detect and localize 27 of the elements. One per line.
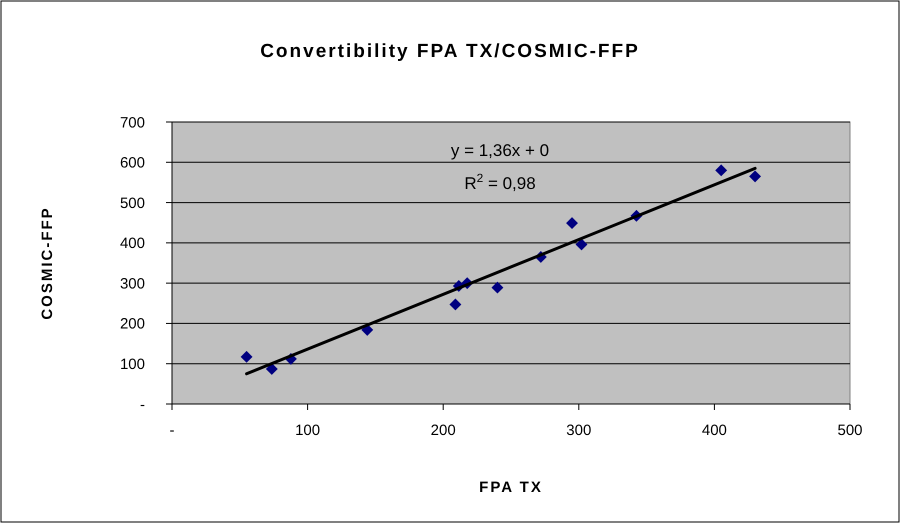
x-tick-label: - bbox=[170, 422, 174, 439]
y-tick-label: 100 bbox=[120, 356, 145, 373]
y-tick-label: - bbox=[140, 396, 145, 414]
point bbox=[449, 298, 462, 310]
y-tick-label: 300 bbox=[120, 275, 145, 292]
point bbox=[566, 217, 578, 230]
y-tick-label: 500 bbox=[120, 194, 145, 212]
y-axis-title: COSMIC-FFP bbox=[39, 206, 56, 320]
point bbox=[749, 170, 762, 182]
x-axis-title: FPA TX bbox=[479, 479, 543, 496]
y-tick-label: 400 bbox=[120, 235, 145, 252]
point bbox=[266, 363, 278, 375]
x-tick-label: 100 bbox=[295, 422, 320, 439]
point bbox=[576, 238, 588, 250]
y-tick-label: 600 bbox=[120, 154, 145, 172]
point bbox=[492, 282, 504, 294]
chart-title: Convertibility FPA TX/COSMIC-FFP bbox=[260, 41, 640, 62]
y-tick-label: 200 bbox=[120, 316, 145, 333]
x-tick-label: 300 bbox=[566, 422, 592, 439]
annotation: y = 1,36x + 0 bbox=[450, 141, 550, 160]
annotation: R$^{2}$ = 0,98 bbox=[464, 171, 536, 193]
point bbox=[240, 350, 253, 363]
x-tick-label: 500 bbox=[837, 422, 863, 439]
y-tick-label: 700 bbox=[120, 114, 145, 132]
x-tick-label: 200 bbox=[430, 422, 456, 439]
point bbox=[715, 164, 728, 176]
x-tick-label: 400 bbox=[702, 422, 727, 439]
